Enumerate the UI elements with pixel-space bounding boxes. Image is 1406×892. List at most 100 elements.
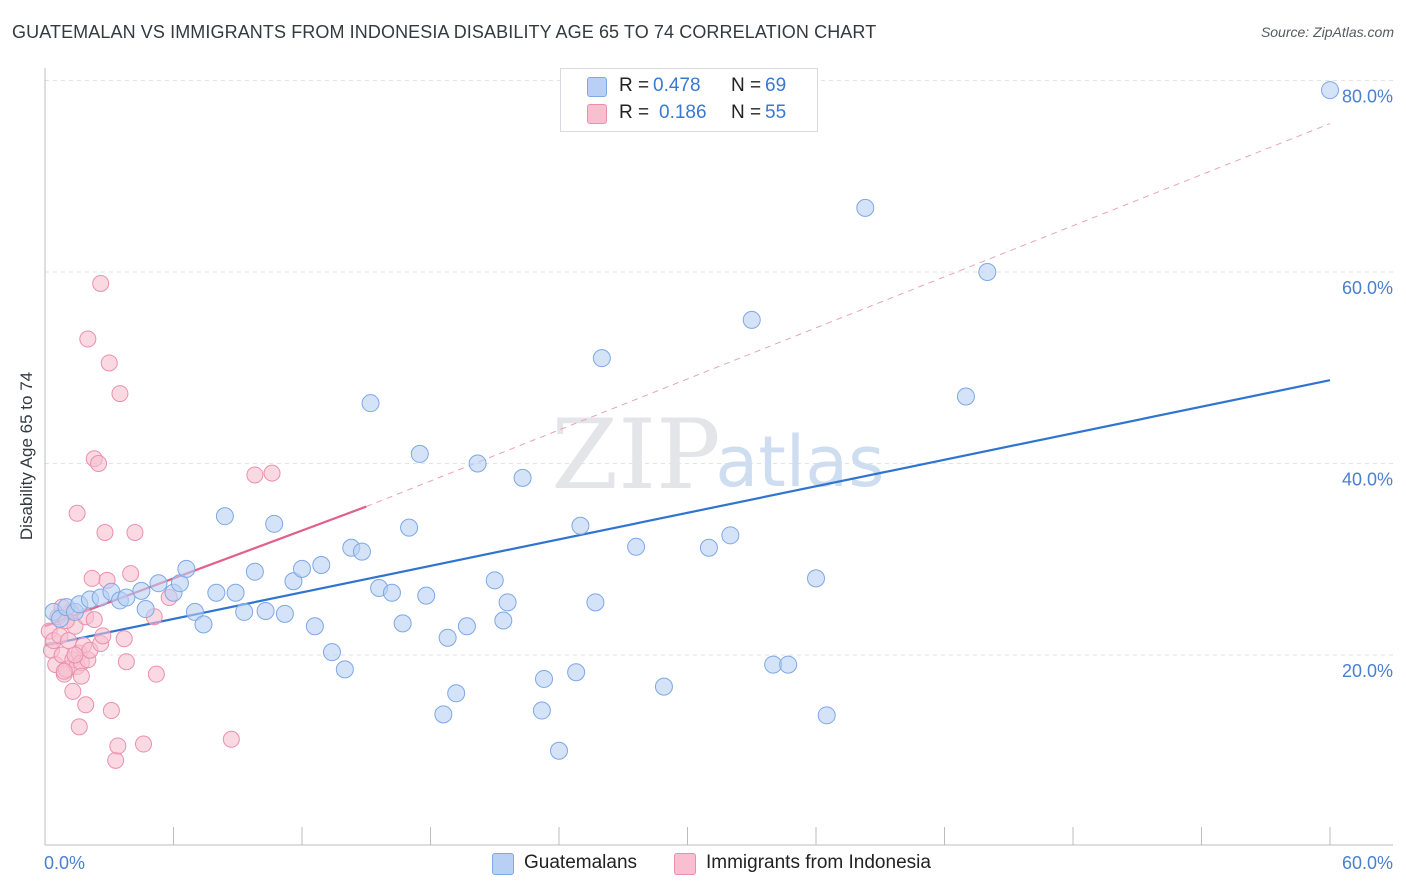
point-indonesia	[72, 667, 90, 685]
point-guatemalans	[447, 684, 466, 703]
point-guatemalans	[235, 602, 254, 621]
point-guatemalans	[275, 604, 294, 623]
point-indonesia	[66, 646, 84, 664]
point-guatemalans	[400, 518, 419, 537]
point-guatemalans	[322, 643, 341, 662]
legend-r-label: R =	[619, 75, 650, 96]
point-indonesia	[102, 702, 120, 720]
point-guatemalans	[978, 263, 997, 281]
point-indonesia	[126, 523, 144, 541]
point-guatemalans	[194, 615, 213, 634]
point-guatemalans	[177, 559, 196, 578]
point-indonesia	[107, 751, 125, 769]
point-guatemalans	[352, 542, 371, 561]
point-guatemalans	[265, 514, 284, 533]
trend-line-guatemalans	[44, 379, 1331, 647]
axes	[44, 68, 1393, 846]
point-indonesia	[94, 627, 112, 645]
point-indonesia	[263, 464, 281, 482]
point-guatemalans	[856, 198, 875, 217]
source-credit: Source: ZipAtlas.com	[1260, 24, 1394, 40]
point-indonesia	[109, 737, 127, 755]
point-guatemalans	[132, 581, 151, 600]
point-guatemalans	[305, 617, 324, 636]
point-indonesia	[122, 565, 140, 583]
point-guatemalans	[817, 706, 836, 725]
point-indonesia	[77, 696, 95, 714]
point-guatemalans	[136, 600, 155, 619]
trend-lines	[44, 123, 1331, 647]
point-guatemalans	[699, 538, 718, 557]
point-guatemalans	[532, 701, 551, 720]
y-tick-label: 80.0%	[1342, 87, 1393, 107]
point-guatemalans	[438, 628, 457, 647]
point-indonesia	[92, 274, 110, 292]
point-guatemalans	[513, 468, 532, 487]
point-guatemalans	[382, 583, 401, 602]
point-indonesia	[79, 330, 97, 348]
point-guatemalans	[410, 444, 429, 463]
point-guatemalans	[256, 601, 275, 620]
point-guatemalans	[215, 507, 234, 526]
point-guatemalans	[764, 655, 783, 674]
point-guatemalans	[149, 574, 168, 593]
point-indonesia	[60, 632, 78, 650]
series-immigrants-from-indonesia	[40, 274, 281, 769]
series-guatemalans	[44, 81, 1339, 760]
point-indonesia	[147, 665, 165, 683]
legend-r-value: 0.186	[659, 102, 707, 123]
point-guatemalans	[226, 583, 245, 602]
series-legend: Guatemalans Immigrants from Indonesia	[0, 852, 1406, 876]
legend-n-value: 55	[765, 102, 787, 123]
y-tick-label: 20.0%	[1342, 661, 1393, 681]
correlation-legend: R = 0.478 N = 69 R = 0.186 N = 55	[560, 68, 818, 132]
point-guatemalans	[468, 454, 487, 473]
point-indonesia	[96, 523, 114, 541]
legend-swatch-blue	[587, 77, 607, 97]
point-guatemalans	[494, 611, 513, 630]
point-indonesia	[100, 354, 118, 372]
legend-swatch-indonesia	[674, 853, 696, 875]
legend-swatch-guatemalans	[492, 853, 514, 875]
point-guatemalans	[284, 572, 303, 591]
point-guatemalans	[654, 677, 673, 696]
y-tick-label: 60.0%	[1342, 278, 1393, 298]
point-guatemalans	[485, 571, 504, 590]
legend-n-label: N =	[731, 102, 762, 123]
point-guatemalans	[1321, 81, 1339, 100]
point-indonesia	[64, 682, 82, 700]
point-guatemalans	[779, 655, 798, 674]
point-indonesia	[85, 611, 103, 629]
legend-n-label: N =	[731, 75, 762, 96]
point-indonesia	[246, 466, 264, 484]
legend-label-guatemalans: Guatemalans	[524, 852, 638, 873]
point-guatemalans	[592, 349, 611, 368]
chart-title: GUATEMALAN VS IMMIGRANTS FROM INDONESIA …	[12, 22, 877, 42]
x-tick-label: 60.0%	[1342, 853, 1393, 873]
point-guatemalans	[434, 705, 453, 724]
point-guatemalans	[393, 614, 412, 633]
point-guatemalans	[117, 588, 136, 607]
legend-swatch-pink	[587, 104, 607, 124]
point-guatemalans	[721, 526, 740, 545]
legend-n-value: 69	[765, 75, 787, 96]
point-indonesia	[90, 455, 108, 472]
y-axis-label: Disability Age 65 to 74	[17, 371, 36, 541]
tick-labels: 20.0% 40.0% 60.0% 80.0% 0.0% 60.0%	[44, 87, 1393, 874]
point-guatemalans	[627, 537, 646, 556]
point-guatemalans	[571, 516, 590, 535]
x-tick-label: 0.0%	[44, 853, 85, 873]
watermark-zip: ZIP	[551, 399, 720, 511]
point-indonesia	[111, 385, 129, 403]
point-guatemalans	[293, 559, 311, 578]
point-guatemalans	[361, 394, 380, 413]
point-guatemalans	[586, 593, 605, 612]
trend-line-indonesia-extension	[366, 123, 1331, 508]
point-guatemalans	[417, 586, 436, 605]
point-guatemalans	[185, 602, 204, 621]
point-guatemalans	[498, 593, 517, 612]
watermark: ZIP atlas	[551, 399, 884, 511]
legend-label-indonesia: Immigrants from Indonesia	[706, 852, 931, 873]
point-guatemalans	[457, 617, 476, 636]
